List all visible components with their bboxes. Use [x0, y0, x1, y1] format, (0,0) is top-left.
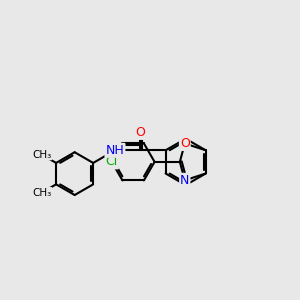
Text: N: N: [180, 174, 190, 187]
Text: O: O: [180, 137, 190, 150]
Text: CH₃: CH₃: [32, 150, 52, 160]
Text: O: O: [135, 126, 145, 139]
Text: Cl: Cl: [106, 155, 118, 168]
Text: NH: NH: [106, 144, 124, 157]
Text: CH₃: CH₃: [32, 188, 52, 197]
